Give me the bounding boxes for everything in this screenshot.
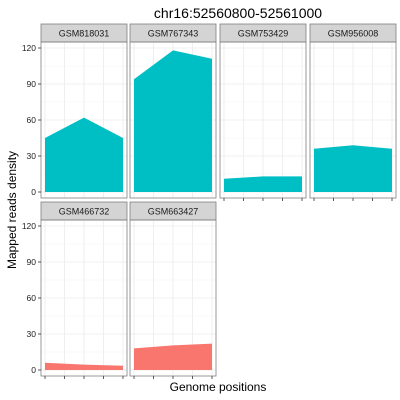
x-axes bbox=[44, 198, 393, 379]
panel-border bbox=[129, 41, 217, 199]
chart-title: chr16:52560800-52561000 bbox=[154, 5, 322, 21]
area-series bbox=[134, 50, 212, 193]
y-axis-title: Mapped reads density bbox=[5, 151, 19, 269]
area-series bbox=[45, 117, 123, 192]
area-series bbox=[134, 343, 212, 370]
y-tick-label: 30 bbox=[27, 151, 37, 161]
y-tick-label: 0 bbox=[31, 365, 36, 375]
area-series bbox=[314, 145, 392, 192]
facet-panel: GSM767343 bbox=[129, 23, 217, 199]
y-tick-label: 90 bbox=[27, 79, 37, 89]
facet-label: GSM956008 bbox=[328, 29, 379, 39]
facet-label: GSM466732 bbox=[59, 207, 110, 217]
y-tick-label: 0 bbox=[31, 187, 36, 197]
x-axis bbox=[313, 198, 393, 201]
area-series bbox=[224, 176, 302, 192]
facet-panel: GSM466732 bbox=[40, 201, 128, 377]
facet-panels: GSM818031 GSM767343 GSM753429 GSM956008 GSM4… bbox=[40, 23, 397, 377]
x-axis bbox=[44, 376, 124, 379]
y-tick-label: 60 bbox=[27, 115, 37, 125]
area-series bbox=[45, 362, 123, 370]
facet-panel: GSM663427 bbox=[129, 201, 217, 377]
facet-label: GSM767343 bbox=[148, 29, 199, 39]
x-axis-title: Genome positions bbox=[170, 380, 267, 394]
y-tick-label: 90 bbox=[27, 257, 37, 267]
facet-label: GSM818031 bbox=[59, 29, 110, 39]
y-tick-label: 60 bbox=[27, 293, 37, 303]
y-tick-label: 120 bbox=[22, 43, 36, 53]
x-axis bbox=[133, 376, 213, 379]
panel-grid bbox=[220, 42, 306, 198]
facet-label: GSM753429 bbox=[238, 29, 289, 39]
y-axes: 0 30 60 90 120 0 30 60 90 120 bbox=[22, 43, 41, 375]
facet-label: GSM663427 bbox=[148, 207, 199, 217]
facet-panel: GSM956008 bbox=[309, 23, 397, 199]
y-tick-label: 30 bbox=[27, 329, 37, 339]
facet-panel: GSM753429 bbox=[219, 23, 307, 199]
y-axis: 0 30 60 90 120 bbox=[22, 221, 41, 375]
y-tick-label: 120 bbox=[22, 221, 36, 231]
y-axis: 0 30 60 90 120 bbox=[22, 43, 41, 197]
x-axis bbox=[223, 198, 303, 201]
panel-grid bbox=[41, 220, 127, 376]
facet-panel: GSM818031 bbox=[40, 23, 128, 199]
